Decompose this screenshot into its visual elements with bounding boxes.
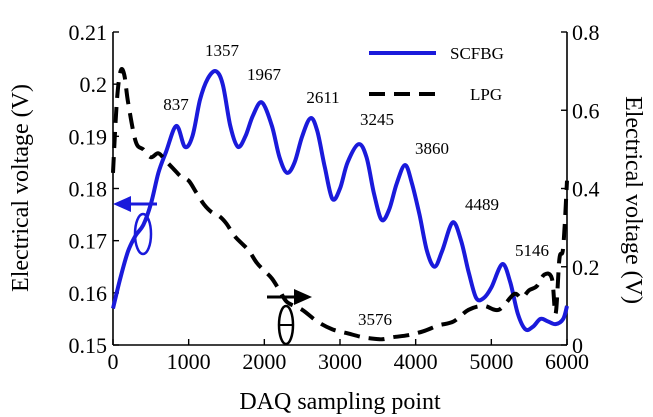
legend: SCFBG LPG — [369, 44, 504, 104]
peak-label: 5146 — [515, 241, 549, 260]
peak-label: 2611 — [306, 88, 339, 107]
peak-label: 1357 — [205, 41, 240, 60]
left-y-tick-label: 0.17 — [69, 229, 108, 254]
x-tick-label: 0 — [108, 349, 119, 374]
peak-label: 3860 — [415, 139, 449, 158]
peak-label: 4489 — [465, 195, 499, 214]
right-y-tick-label: 0.2 — [572, 255, 600, 280]
x-tick-group: 0 1000 2000 3000 4000 5000 6000 — [108, 339, 589, 374]
right-y-tick-group: 0 0.2 0.4 0.6 0.8 — [561, 20, 600, 358]
x-axis-title: DAQ sampling point — [239, 389, 441, 415]
x-tick-label: 3000 — [318, 349, 362, 374]
right-y-tick-label: 0.4 — [572, 177, 600, 202]
series-line-lpg — [111, 66, 569, 342]
legend-label-lpg: LPG — [470, 85, 502, 104]
indicator-ellipse — [277, 304, 295, 346]
peak-label: 1967 — [247, 65, 282, 84]
indicator-ellipse — [133, 212, 153, 256]
right-y-tick-label: 0 — [572, 333, 583, 358]
x-tick-label: 2000 — [242, 349, 286, 374]
peak-label: 837 — [163, 95, 189, 114]
left-y-tick-label: 0.18 — [69, 177, 108, 202]
right-y-axis-title: Electrical voltage (V) — [620, 96, 646, 304]
peak-label-group: 1357 837 1967 2611 3245 3860 4489 5146 3… — [163, 41, 549, 329]
lpg-axis-indicator — [267, 289, 312, 346]
right-y-tick-label: 0.8 — [572, 20, 600, 45]
left-arrow-icon — [113, 196, 131, 212]
right-arrow-icon — [294, 289, 312, 305]
left-y-tick-group: 0.15 0.16 0.17 0.18 0.19 0.2 0.21 — [69, 20, 119, 358]
left-y-tick-label: 0.16 — [69, 281, 108, 306]
x-tick-label: 6000 — [545, 349, 589, 374]
peak-label: 3245 — [360, 110, 394, 129]
legend-label-scfbg: SCFBG — [450, 44, 504, 63]
x-tick-label: 5000 — [469, 349, 513, 374]
left-y-tick-label: 0.19 — [69, 124, 108, 149]
scfbg-axis-indicator — [113, 196, 157, 256]
x-tick-label: 4000 — [394, 349, 438, 374]
left-y-tick-label: 0.15 — [69, 333, 108, 358]
left-y-tick-label: 0.21 — [69, 20, 108, 45]
left-y-tick-label: 0.2 — [80, 72, 108, 97]
left-y-axis-title: Electrical voltage (V) — [8, 84, 34, 292]
x-tick-label: 1000 — [167, 349, 211, 374]
peak-label: 3576 — [358, 310, 392, 329]
right-y-tick-label: 0.6 — [572, 98, 600, 123]
series-line-scfbg — [111, 69, 569, 333]
